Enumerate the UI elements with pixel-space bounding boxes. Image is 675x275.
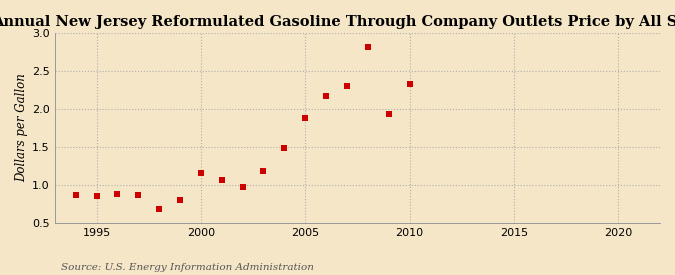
Title: Annual New Jersey Reformulated Gasoline Through Company Outlets Price by All Sel: Annual New Jersey Reformulated Gasoline … (0, 15, 675, 29)
Point (300, 116, 310, 120)
Point (154, 207, 165, 211)
Point (216, 178, 227, 182)
Point (404, 82, 415, 86)
Point (70, 193, 81, 197)
Point (258, 169, 269, 173)
Point (342, 84, 352, 88)
Point (91, 194, 102, 198)
Point (237, 185, 248, 189)
Point (133, 193, 144, 197)
Point (279, 146, 290, 150)
Point (175, 197, 186, 202)
Point (383, 112, 394, 117)
Y-axis label: Dollars per Gallon: Dollars per Gallon (15, 74, 28, 183)
Point (112, 192, 123, 196)
Point (362, 45, 373, 49)
Point (196, 171, 207, 175)
Text: Source: U.S. Energy Information Administration: Source: U.S. Energy Information Administ… (61, 263, 314, 272)
Point (321, 94, 331, 98)
